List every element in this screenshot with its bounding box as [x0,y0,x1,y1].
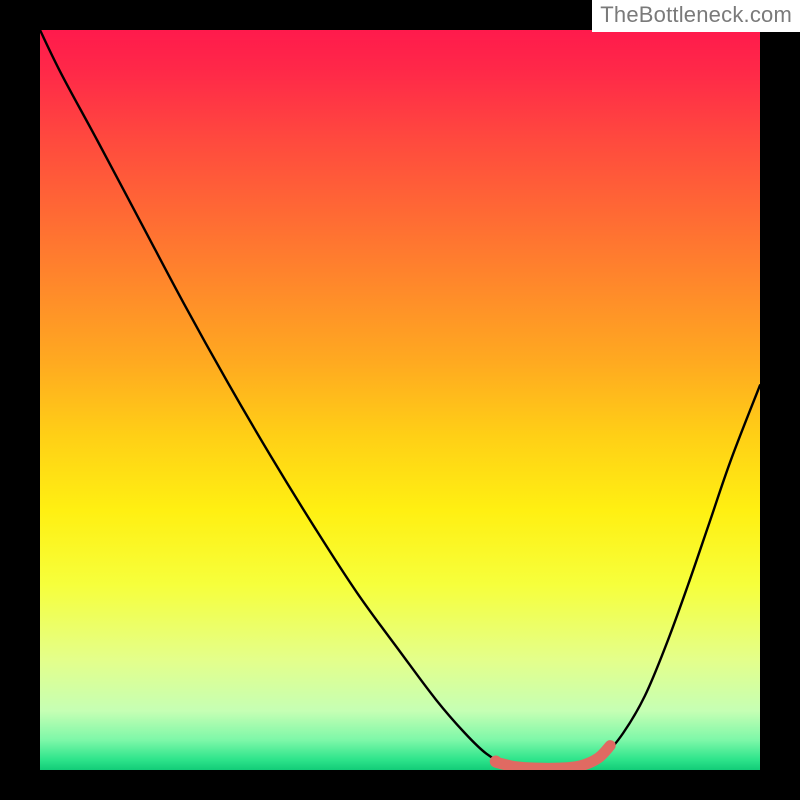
chart-frame: TheBottleneck.com [0,0,800,800]
optimal-point-marker [490,755,502,767]
plot-svg [40,30,760,770]
watermark-label: TheBottleneck.com [592,0,800,32]
bottleneck-curve-plot [40,30,760,770]
gradient-background [40,30,760,770]
